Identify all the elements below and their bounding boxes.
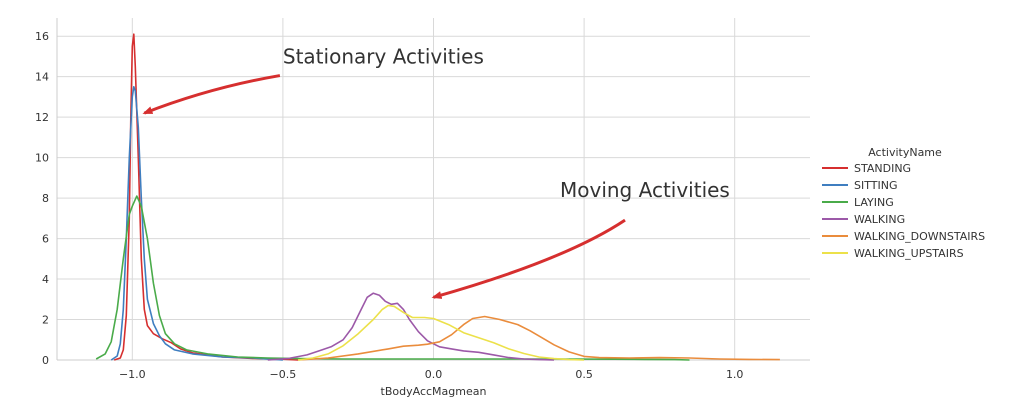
annotations: Stationary Activities Moving Activities [142, 45, 730, 299]
grid [57, 18, 810, 361]
x-tick-label: −0.5 [270, 368, 297, 381]
series-line-walking-upstairs [297, 304, 585, 361]
y-tick-label: 10 [35, 152, 49, 165]
legend: ActivityName STANDING SITTING LAYING WALKING… [822, 146, 985, 260]
series-line-walking [267, 292, 555, 361]
legend-label: SITTING [854, 179, 897, 192]
y-tick-label: 6 [42, 233, 49, 246]
annotation-arrow [142, 74, 281, 115]
x-axis-label: tBodyAccMagmean [381, 385, 487, 398]
axes: 0 2 4 6 8 10 12 14 16 −1.0 −0.5 0.0 0.5 1.0 tBodyAccMa… [35, 18, 810, 398]
y-tick-label: 2 [42, 314, 49, 327]
annotation-text: Moving Activities [560, 178, 730, 202]
y-tick-label: 12 [35, 111, 49, 124]
x-tick-label: 0.5 [575, 368, 593, 381]
series-line-walking-downstairs [297, 315, 780, 361]
legend-label: WALKING [854, 213, 905, 226]
x-tick-label: 1.0 [726, 368, 744, 381]
y-tick-label: 4 [42, 273, 49, 286]
y-tick-label: 8 [42, 192, 49, 205]
x-tick-label: 0.0 [425, 368, 443, 381]
legend-label: WALKING_DOWNSTAIRS [854, 230, 985, 243]
legend-title: ActivityName [868, 146, 942, 159]
y-tick-label: 16 [35, 30, 49, 43]
y-tick-label: 14 [35, 71, 49, 84]
y-tick-label: 0 [42, 354, 49, 367]
annotation-arrow [431, 218, 626, 299]
legend-label: STANDING [854, 162, 911, 175]
series-lines [95, 33, 780, 361]
series-line-laying [95, 195, 690, 361]
annotation-text: Stationary Activities [283, 45, 484, 69]
legend-label: WALKING_UPSTAIRS [854, 247, 964, 260]
legend-label: LAYING [854, 196, 894, 209]
series-line-sitting [110, 86, 283, 361]
x-tick-label: −1.0 [119, 368, 146, 381]
